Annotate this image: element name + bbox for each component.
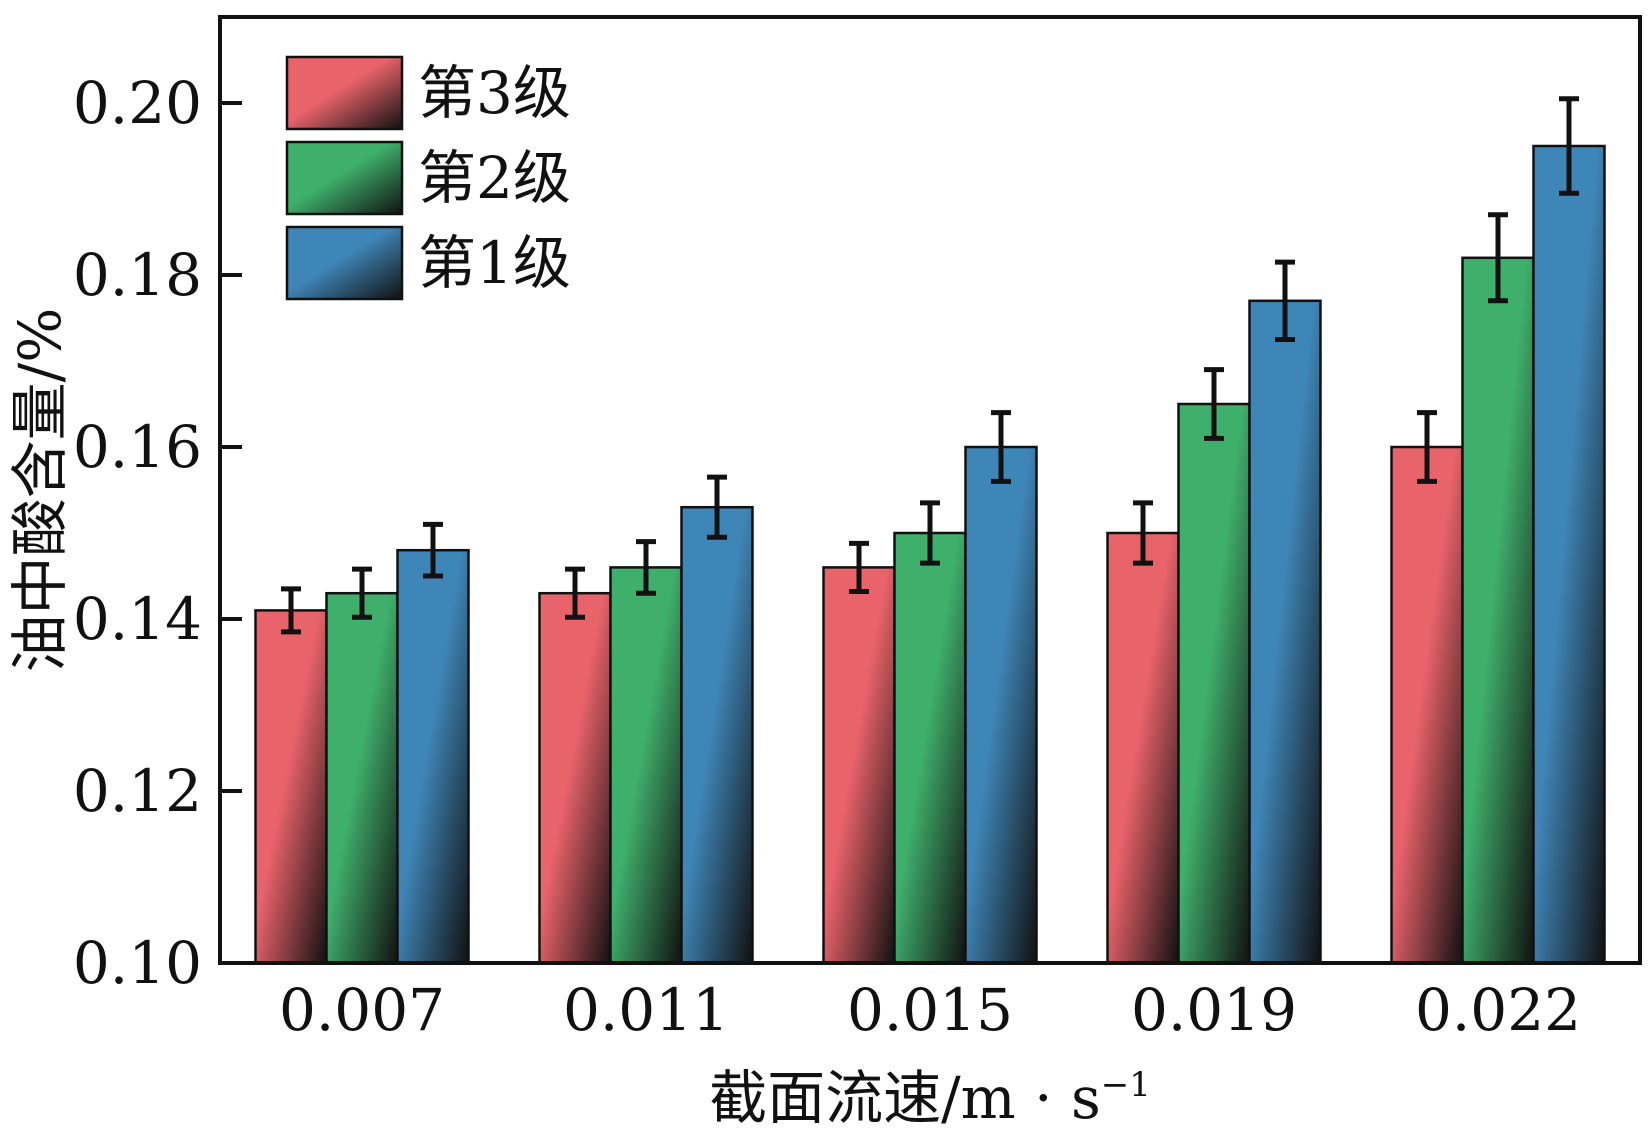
x-tick-label: 0.007 — [279, 976, 445, 1044]
bar — [254, 609, 328, 965]
legend-item: 第1级 — [285, 225, 571, 301]
y-tick-label: 0.10 — [73, 929, 202, 997]
legend-swatch — [285, 140, 404, 216]
legend-label: 第1级 — [418, 229, 571, 297]
error-bar — [352, 566, 372, 620]
legend-label: 第2级 — [418, 144, 571, 212]
error-bar — [281, 586, 301, 635]
bar — [964, 445, 1038, 965]
y-tick-label: 0.14 — [73, 585, 202, 653]
legend-item: 第2级 — [285, 140, 571, 216]
error-bar — [1133, 500, 1153, 566]
x-axis-label-superscript: −1 — [1101, 1065, 1151, 1105]
error-bar — [1417, 410, 1437, 484]
legend-label: 第3级 — [418, 59, 571, 127]
bar — [609, 566, 683, 965]
error-bar — [636, 539, 656, 596]
bar — [893, 531, 967, 965]
plot-frame — [218, 15, 1642, 965]
error-bar — [1204, 367, 1224, 441]
ticks-layer: 0.10 0.12 0.14 0.16 0.18 0.20 0.007 0.011 0.015 0… — [73, 69, 1581, 1044]
legend-swatch — [285, 55, 404, 131]
bar — [680, 505, 754, 965]
y-axis-label: 油中酸含量/% — [6, 308, 74, 673]
x-tick-label: 0.019 — [1131, 976, 1297, 1044]
bar — [538, 591, 612, 965]
error-bar — [1275, 259, 1295, 342]
bars-layer — [254, 144, 1606, 965]
y-tick-label: 0.18 — [73, 241, 202, 309]
bar — [1248, 299, 1322, 965]
error-bar — [1488, 212, 1508, 304]
y-tick-label: 0.16 — [73, 413, 202, 481]
x-tick-label: 0.011 — [563, 976, 729, 1044]
x-tick-label: 0.022 — [1415, 976, 1581, 1044]
bar — [822, 566, 896, 965]
error-bars-layer — [281, 96, 1579, 635]
bar — [1177, 402, 1251, 965]
error-bar — [991, 410, 1011, 484]
bar — [325, 591, 399, 965]
error-bar — [849, 540, 869, 594]
y-tick-label: 0.20 — [73, 69, 202, 137]
x-tick-label: 0.015 — [847, 976, 1013, 1044]
error-bar — [423, 521, 443, 579]
bar — [1106, 531, 1180, 965]
bar — [1532, 144, 1606, 965]
y-tick-label: 0.12 — [73, 757, 202, 825]
legend-item: 第3级 — [285, 55, 571, 131]
x-axis-label-text: 截面流速/m · s — [709, 1064, 1101, 1132]
x-axis-label: 截面流速/m · s−1 — [709, 1064, 1151, 1132]
bar — [1461, 256, 1535, 965]
error-bar — [707, 474, 727, 540]
error-bar — [920, 500, 940, 566]
bar — [396, 548, 470, 965]
legend-swatch — [285, 225, 404, 301]
error-bar — [565, 566, 585, 620]
error-bar — [1559, 96, 1579, 196]
bar — [1390, 445, 1464, 965]
